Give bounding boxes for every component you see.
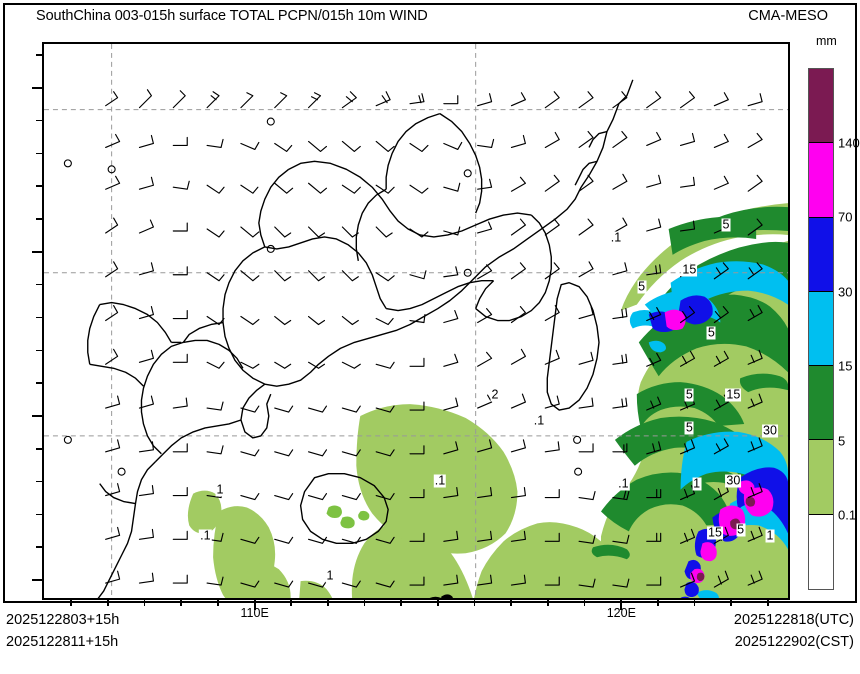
contour-label: .1: [199, 528, 212, 543]
contour-label: 15: [681, 262, 698, 277]
x-tick-minor: [70, 600, 72, 606]
contour-label: 1: [325, 568, 335, 583]
colorbar-band-30-70: [809, 217, 833, 292]
colorbar-tick-70: 70: [838, 209, 853, 225]
y-tick-minor: [36, 513, 42, 516]
x-tick-minor: [437, 600, 439, 606]
colorbar-band->140: [809, 69, 833, 144]
contour-label: .1: [609, 230, 623, 245]
x-tick-minor: [143, 600, 146, 606]
x-tick-minor: [767, 600, 769, 606]
contour-label: 30: [762, 423, 778, 438]
y-tick-major: [32, 86, 42, 89]
x-tick-minor: [730, 600, 732, 606]
colorbar-tick-15: 15: [838, 358, 853, 374]
y-tick-major: [32, 251, 42, 254]
contour-label: 2: [490, 387, 500, 402]
footer-init-time-utc: 2025122803+15h: [6, 612, 120, 628]
colorbar-band-70-140: [809, 143, 833, 218]
y-tick-major: [32, 415, 42, 418]
x-tick-minor: [657, 600, 659, 606]
map-canvas: [44, 44, 788, 598]
lon-label-110E: 110E: [240, 606, 269, 620]
y-tick-minor: [36, 185, 42, 187]
x-tick-minor: [327, 600, 329, 606]
y-tick-minor: [36, 316, 42, 319]
contour-label: 30: [725, 473, 742, 488]
y-tick-minor: [36, 382, 42, 384]
y-tick-minor: [36, 480, 42, 483]
contour-label: 1: [765, 528, 775, 543]
y-tick-minor: [36, 54, 42, 56]
colorbar-band-<0.1: [809, 514, 833, 589]
colorbar-tick-140: 140: [838, 135, 860, 151]
x-tick-minor: [547, 600, 549, 606]
colorbar-band-0.1-5: [809, 440, 833, 515]
grid-lines: [44, 44, 788, 598]
contour-label: 15: [707, 525, 723, 540]
y-tick-minor: [36, 119, 42, 122]
colorbar-band-15-30: [809, 291, 833, 367]
contour-label: 5: [684, 420, 694, 435]
x-tick-minor: [107, 600, 109, 606]
contour-label: 5: [736, 522, 746, 537]
x-tick-minor: [363, 600, 366, 606]
header: SouthChina 003-015h surface TOTAL PCPN/0…: [0, 0, 860, 36]
footer: 2025122803+15h 2025122811+15h 2025122818…: [0, 606, 860, 674]
footer-valid-time-cst: 2025122902(CST): [734, 634, 854, 650]
lon-label-120E: 120E: [606, 606, 636, 620]
x-tick-minor: [510, 600, 512, 606]
colorbar[interactable]: [808, 68, 834, 590]
colorbar-unit-label: mm: [816, 34, 837, 48]
x-tick-minor: [400, 600, 402, 606]
y-tick-major: [32, 579, 42, 582]
colorbar-tick-5: 5: [838, 433, 846, 449]
x-tick-minor: [180, 600, 182, 606]
page-title: SouthChina 003-015h surface TOTAL PCPN/0…: [36, 8, 428, 24]
contour-label: .1: [433, 473, 447, 488]
contour-label: 15: [725, 387, 742, 402]
contour-label: 5: [684, 387, 694, 402]
model-label: CMA-MESO: [748, 8, 828, 24]
y-tick-minor: [36, 448, 42, 450]
wind-barbs: [63, 89, 763, 588]
footer-init-time-cst: 2025122811+15h: [6, 634, 119, 650]
coastlines-and-borders: [87, 79, 634, 598]
x-tick-minor: [583, 600, 586, 606]
x-tick-major: [253, 600, 256, 610]
contour-label: 5: [721, 217, 731, 232]
contour-label: .1: [532, 413, 546, 428]
x-tick-minor: [217, 600, 219, 606]
contour-label: 5: [637, 279, 647, 294]
x-tick-minor: [290, 600, 292, 606]
x-tick-major: [620, 600, 623, 610]
y-tick-minor: [36, 218, 42, 220]
x-tick-minor: [693, 600, 696, 606]
y-tick-minor: [36, 152, 42, 155]
contour-label: .1: [617, 476, 630, 491]
colorbar-band-5-15: [809, 366, 833, 441]
colorbar-tick-30: 30: [838, 284, 853, 300]
x-tick-minor: [473, 600, 476, 606]
contour-label: 1: [692, 476, 702, 491]
footer-valid-time-utc: 2025122818(UTC): [733, 612, 854, 628]
contour-label: 1: [215, 482, 225, 497]
contour-label: 5: [706, 325, 716, 340]
colorbar-tick-0.1: 0.1: [838, 507, 857, 523]
y-tick-minor: [36, 546, 42, 548]
y-tick-minor: [36, 283, 42, 286]
map-plot-area[interactable]: .1 5 15 5 5 2 .1 5 15 5 30 30 .1 .1 1 1 15 5 1 .1 1: [42, 42, 790, 600]
y-tick-minor: [36, 349, 42, 352]
